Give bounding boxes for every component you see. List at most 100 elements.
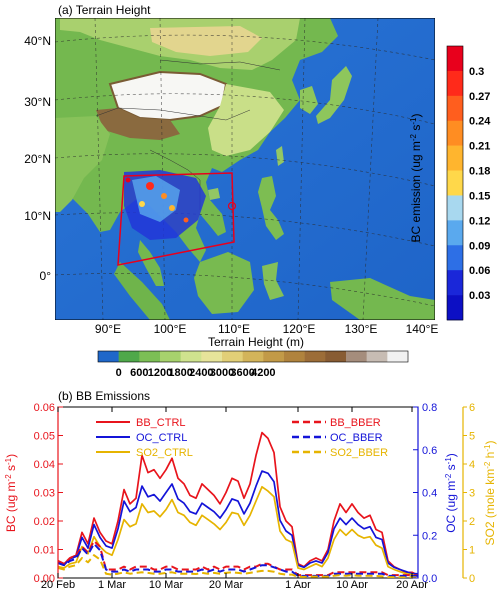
terrain-swatch [201, 351, 223, 362]
lon-label: 100°E [154, 322, 187, 336]
series-lines [58, 431, 418, 578]
terrain-swatch [325, 351, 347, 362]
y-oc-tick-label: 0.2 [422, 530, 437, 542]
bc-swatch [447, 270, 463, 296]
bc-colorbar-title: BC emission (ug m-2 s-1) [409, 114, 423, 243]
bc-swatch [447, 170, 463, 196]
bc-title-sup2: -1 [409, 117, 418, 125]
legend-label-oc_bber: OC_BBER [330, 432, 383, 444]
bc-swatch [447, 95, 463, 122]
terrain-swatch [263, 351, 285, 362]
oc-axis-label-sup2: -1 [444, 457, 453, 465]
oc-axis-label-sup: -2 [444, 473, 453, 481]
land-taiwan [276, 146, 284, 166]
series-line-oc_ctrl [58, 470, 418, 575]
y-left-tick-label: 0.04 [34, 459, 55, 471]
y-left-tick-label: 0.05 [34, 431, 55, 443]
terrain-swatch [139, 351, 161, 362]
graticule [55, 18, 435, 320]
land-newguinea [330, 278, 435, 320]
map-lon-labels: 90°E 100°E 110°E 120°E 130°E 140°E [95, 322, 438, 336]
y-left-tick-label: 0.06 [34, 402, 55, 414]
y-oc-tick-label: 0.0 [422, 573, 437, 585]
lon-label: 130°E [345, 322, 378, 336]
bc-axis-label-end: ) [4, 454, 18, 458]
land-hainan [208, 188, 220, 200]
y-so2-tick-label: 1 [469, 545, 475, 557]
legend: BB_CTRL OC_CTRL SO2_CTRL BB_BBER OC_BBER SO2_… [96, 417, 388, 459]
terrain-swatch [284, 351, 305, 362]
so2-axis-label-mid: h [483, 452, 497, 462]
chart-title: (b) BB Emissions [58, 389, 150, 403]
legend-label-bb_ctrl: BB_CTRL [136, 417, 186, 429]
x-tick-label: 20 Apr [396, 579, 428, 588]
y-left-tick-label: 0.01 [34, 545, 55, 557]
terrain-bar-outline [97, 350, 409, 363]
y-left-tick-label: 0.03 [34, 488, 55, 500]
y-so2-tick-label: 6 [469, 402, 475, 414]
bc-tick-label: 0.06 [469, 265, 490, 277]
land-malay [138, 240, 164, 286]
y-oc-tick-label: 0.6 [422, 445, 437, 457]
legend-label-bb_bber: BB_BBER [330, 417, 381, 429]
x-tick-label: 20 Feb [41, 579, 75, 588]
bc-swatch [447, 120, 463, 146]
x-tick-label: 1 Apr [285, 579, 311, 588]
terrain-colorbar [97, 350, 409, 363]
so2-axis-label-end: ) [483, 441, 497, 445]
lon-label: 140°E [406, 322, 439, 336]
bc-tick-label: 0.3 [469, 66, 484, 78]
terrain-swatch [160, 351, 181, 362]
bc-tick-label: 0.09 [469, 240, 490, 252]
analysis-domain-box [117, 172, 235, 266]
domain-marker [227, 201, 237, 211]
lat-label: 40°N [24, 34, 51, 48]
terrain-swatch [346, 351, 367, 362]
bc-swatch [447, 46, 463, 72]
terrain-tick-label: 600 [130, 367, 148, 379]
bc-tick-label: 0.21 [469, 141, 490, 153]
y-axis-oc: 0.0 0.2 0.4 0.6 0.8 [413, 402, 437, 585]
lat-label: 20°N [24, 152, 51, 166]
terrain-tick-label: 3000 [210, 367, 234, 379]
lat-label: 0° [40, 269, 52, 283]
bc-swatch [447, 145, 463, 171]
y-left-label: BC (ug m-2 s-1) [4, 454, 18, 532]
so2-axis-label-main: SO2 (mole km [483, 469, 497, 546]
terrain-swatch [387, 351, 409, 362]
series-line-bb_bber [58, 540, 418, 577]
map-title: (a) Terrain Height [58, 3, 151, 17]
y-left-tick-label: 0.00 [34, 573, 55, 585]
series-line-oc_bber [58, 542, 418, 577]
land-borneo [194, 252, 254, 314]
y-right2-label: SO2 (mole km-2 h-1) [483, 441, 497, 546]
legend-label-so2_bber: SO2_BBER [330, 447, 388, 459]
bc-colorbar [446, 45, 464, 321]
terrain-swatch [98, 351, 119, 362]
land-mountains [96, 108, 180, 140]
bc-tick-label: 0.27 [469, 91, 490, 103]
legend-label-so2_ctrl: SO2_CTRL [136, 447, 193, 459]
bc-tick-label: 0.18 [469, 166, 490, 178]
bc-title-end: ) [409, 114, 423, 118]
bc-swatch [447, 195, 463, 221]
x-tick-label: 10 Apr [336, 579, 368, 588]
terrain-swatch [180, 351, 202, 362]
y-left-tick-label: 0.02 [34, 516, 55, 528]
legend-label-oc_ctrl: OC_CTRL [136, 432, 187, 444]
bc-title-sup: -2 [409, 133, 418, 141]
y-so2-tick-label: 2 [469, 516, 475, 528]
terrain-swatch [304, 351, 326, 362]
lat-label: 10°N [24, 209, 51, 223]
terrain-swatch [222, 351, 243, 362]
bc-swatch [447, 295, 463, 321]
oc-axis-label-end: ) [444, 453, 458, 457]
series-line-bb_ctrl [58, 431, 418, 576]
bc-emission-hotspot [124, 170, 206, 240]
x-tick-label: 10 Mar [149, 579, 184, 588]
y-axis-left: 0.00 0.01 0.02 0.03 0.04 0.05 0.06 [34, 402, 63, 585]
y-so2-tick-label: 5 [469, 431, 475, 443]
bc-tick-label: 0.03 [469, 290, 490, 302]
